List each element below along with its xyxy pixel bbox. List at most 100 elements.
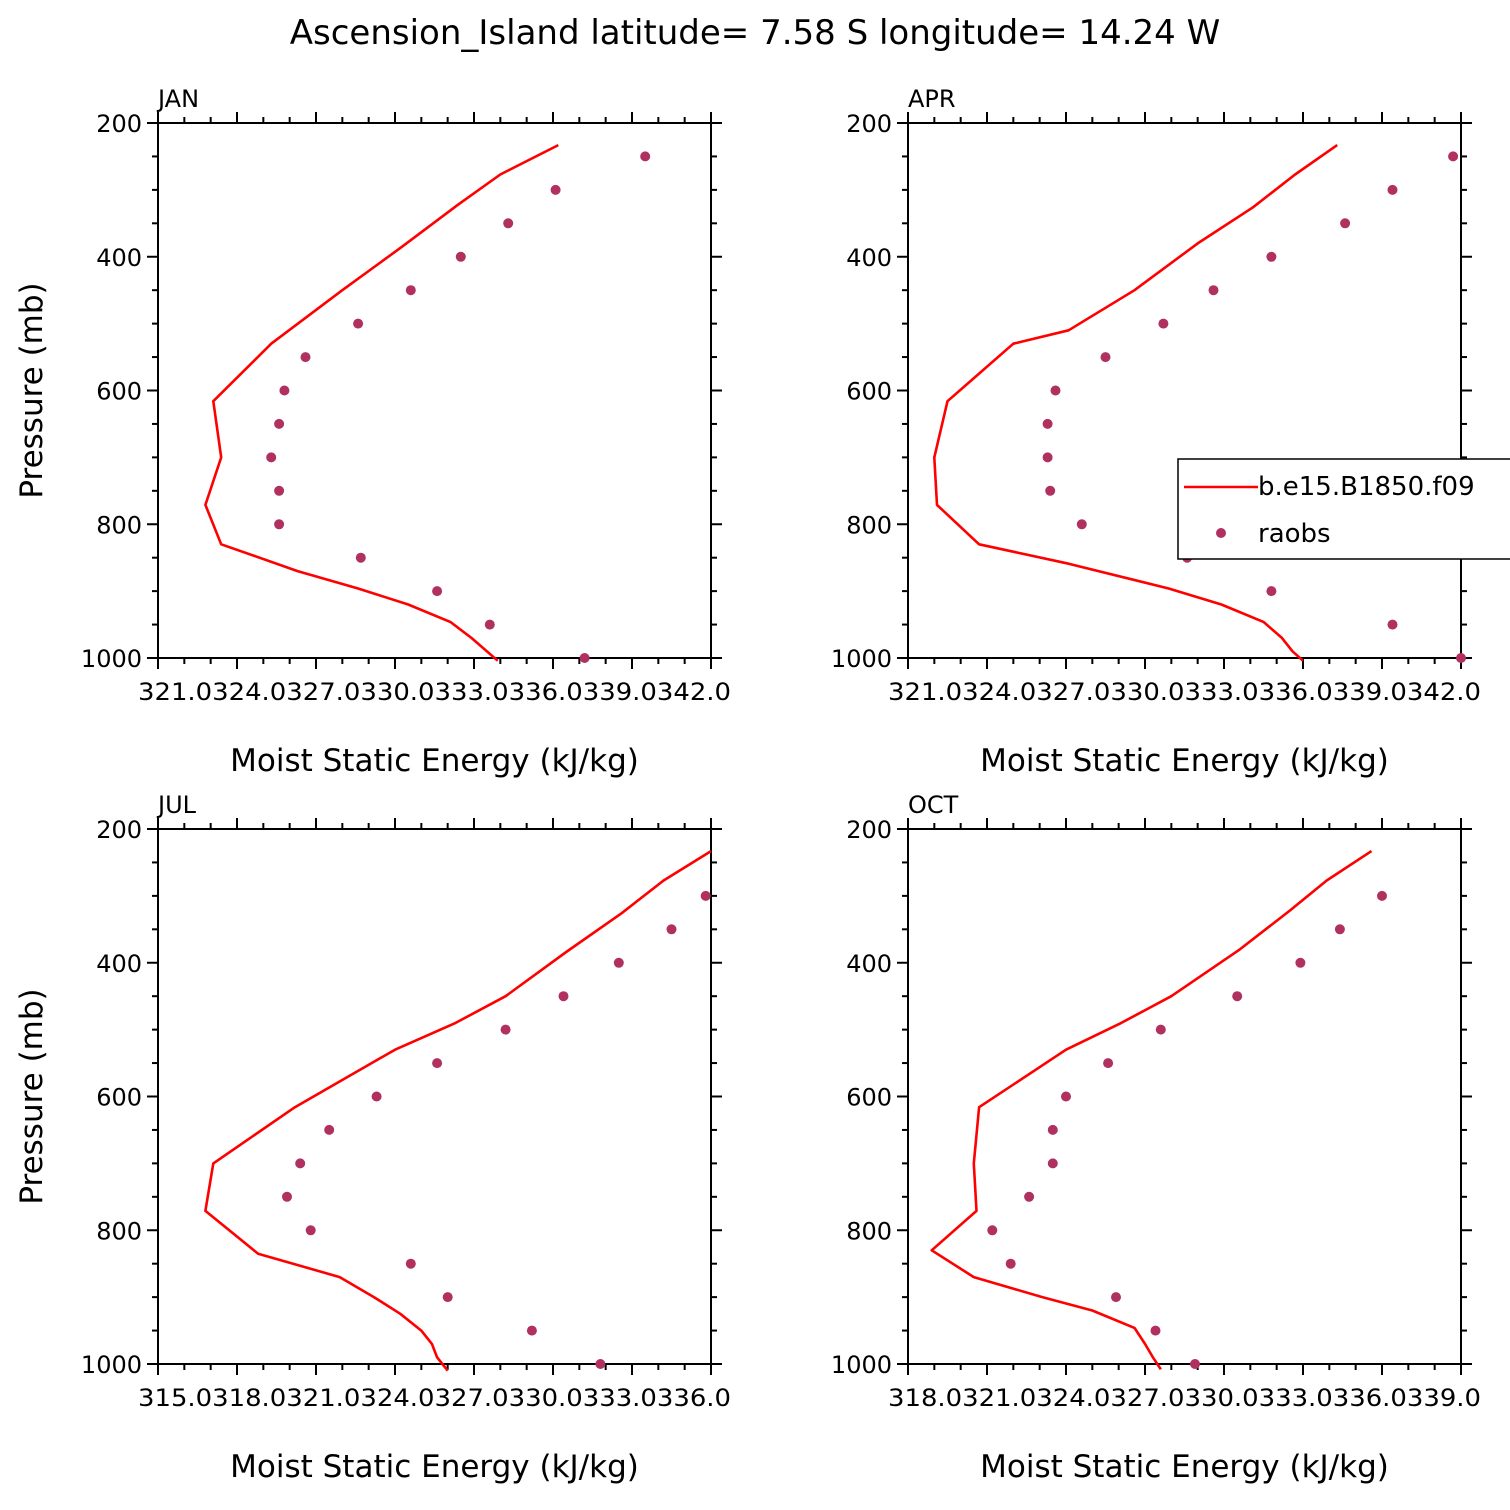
- raobs-point: [1111, 1292, 1121, 1303]
- y-tick-label: 800: [96, 1217, 142, 1245]
- raobs-point: [987, 1225, 998, 1236]
- raobs-point: [613, 957, 624, 968]
- y-tick-label: 600: [846, 378, 892, 406]
- raobs-point: [1266, 251, 1277, 262]
- legend-obs-swatch: [1216, 528, 1226, 538]
- panel-label: APR: [908, 85, 956, 113]
- raobs-point: [432, 1058, 443, 1069]
- raobs-point: [274, 519, 285, 530]
- raobs-point: [455, 251, 466, 262]
- raobs-point: [1190, 1359, 1200, 1369]
- x-axis-label: Moist Static Energy (kJ/kg): [230, 743, 639, 779]
- raobs-point: [305, 1225, 316, 1236]
- raobs-point: [1005, 1258, 1016, 1269]
- raobs-point: [1387, 184, 1398, 195]
- raobs-point: [405, 285, 416, 296]
- panel-jan: 321.0324.0327.0330.0333.0336.0339.0342.0…: [14, 85, 731, 779]
- panel-label: JUL: [156, 791, 197, 819]
- x-axis-label: Moist Static Energy (kJ/kg): [980, 743, 1389, 779]
- figure-title: Ascension_Island latitude= 7.58 S longit…: [290, 13, 1221, 53]
- y-tick-label: 400: [846, 244, 892, 272]
- raobs-point: [500, 1024, 511, 1035]
- raobs-point: [1266, 586, 1277, 597]
- raobs-point: [1456, 653, 1466, 663]
- raobs-point: [484, 619, 495, 630]
- plot-frame: [907, 122, 1462, 659]
- y-tick-label: 800: [846, 511, 892, 539]
- panel-jul: 315.0318.0321.0324.0327.0330.0333.0336.0…: [14, 791, 731, 1485]
- raobs-point: [1232, 991, 1243, 1002]
- legend: b.e15.B1850.f09 raobs: [1177, 458, 1510, 560]
- y-tick-label: 600: [96, 378, 142, 406]
- y-tick-label: 200: [846, 816, 892, 844]
- raobs-point: [666, 924, 677, 935]
- raobs-point: [282, 1191, 292, 1202]
- raobs-point: [295, 1158, 306, 1169]
- x-tick-labels: 321.0324.0327.0330.0333.0336.0339.0342.0: [888, 678, 1481, 706]
- panels: 321.0324.0327.0330.0333.0336.0339.0342.0…: [14, 85, 1481, 1485]
- raobs-point: [503, 218, 514, 229]
- raobs-point: [266, 452, 277, 463]
- y-tick-label: 400: [96, 244, 142, 272]
- raobs-point: [1208, 285, 1219, 296]
- raobs-point: [324, 1124, 335, 1135]
- raobs-point: [1050, 385, 1061, 396]
- raobs-point: [1340, 218, 1351, 229]
- panel-label: JAN: [156, 85, 199, 113]
- raobs-point: [1042, 452, 1053, 463]
- y-tick-label: 200: [96, 110, 142, 138]
- y-tick-label: 600: [846, 1084, 892, 1112]
- plot-frame: [907, 828, 1462, 1365]
- raobs-point: [550, 184, 561, 195]
- panel-label: OCT: [908, 791, 959, 819]
- raobs-point: [1047, 1158, 1058, 1169]
- raobs-point: [355, 552, 366, 563]
- raobs-point: [300, 352, 311, 363]
- raobs-point: [595, 1359, 606, 1369]
- raobs-point: [1334, 924, 1345, 935]
- raobs-point: [279, 385, 290, 396]
- x-axis-label: Moist Static Energy (kJ/kg): [230, 1449, 639, 1485]
- x-tick-labels: 321.0324.0327.0330.0333.0336.0339.0342.0: [138, 678, 731, 706]
- raobs-point: [274, 485, 285, 496]
- x-axis-label: Moist Static Energy (kJ/kg): [980, 1449, 1389, 1485]
- model-series-line: [204, 849, 712, 1372]
- raobs-point: [1103, 1058, 1114, 1069]
- model-series-line: [204, 143, 559, 662]
- panel-oct: 318.0321.0324.0327.0330.0333.0336.0339.0…: [831, 791, 1481, 1485]
- legend-box: [1177, 458, 1510, 560]
- raobs-point: [579, 653, 590, 663]
- raobs-point: [1387, 619, 1398, 630]
- y-tick-label: 200: [96, 816, 142, 844]
- y-tick-label: 1000: [81, 645, 142, 673]
- raobs-point: [432, 586, 443, 597]
- raobs-point: [274, 418, 285, 429]
- raobs-point: [1024, 1191, 1035, 1202]
- raobs-point: [405, 1258, 416, 1269]
- raobs-point: [558, 991, 569, 1002]
- y-axis-label: Pressure (mb): [14, 282, 50, 498]
- raobs-point: [1150, 1325, 1161, 1336]
- raobs-point: [1295, 957, 1306, 968]
- raobs-point: [526, 1325, 537, 1336]
- raobs-point: [1045, 485, 1056, 496]
- raobs-point: [1076, 519, 1087, 530]
- raobs-point: [442, 1292, 453, 1303]
- raobs-point: [1061, 1091, 1071, 1102]
- raobs-point: [700, 890, 711, 901]
- raobs-point: [1042, 418, 1053, 429]
- x-tick-labels: 315.0318.0321.0324.0327.0330.0333.0336.0: [138, 1384, 731, 1412]
- y-tick-label: 800: [96, 511, 142, 539]
- raobs-point: [353, 318, 364, 329]
- y-tick-label: 400: [846, 950, 892, 978]
- raobs-point: [371, 1091, 382, 1102]
- y-tick-label: 1000: [81, 1351, 142, 1379]
- raobs-point: [1158, 318, 1169, 329]
- y-tick-label: 600: [96, 1084, 142, 1112]
- legend-model-label: b.e15.B1850.f09: [1258, 472, 1475, 502]
- raobs-point: [1448, 151, 1459, 162]
- y-tick-label: 1000: [831, 645, 892, 673]
- y-tick-label: 400: [96, 950, 142, 978]
- legend-obs-label: raobs: [1258, 519, 1331, 549]
- plot-frame: [157, 122, 712, 659]
